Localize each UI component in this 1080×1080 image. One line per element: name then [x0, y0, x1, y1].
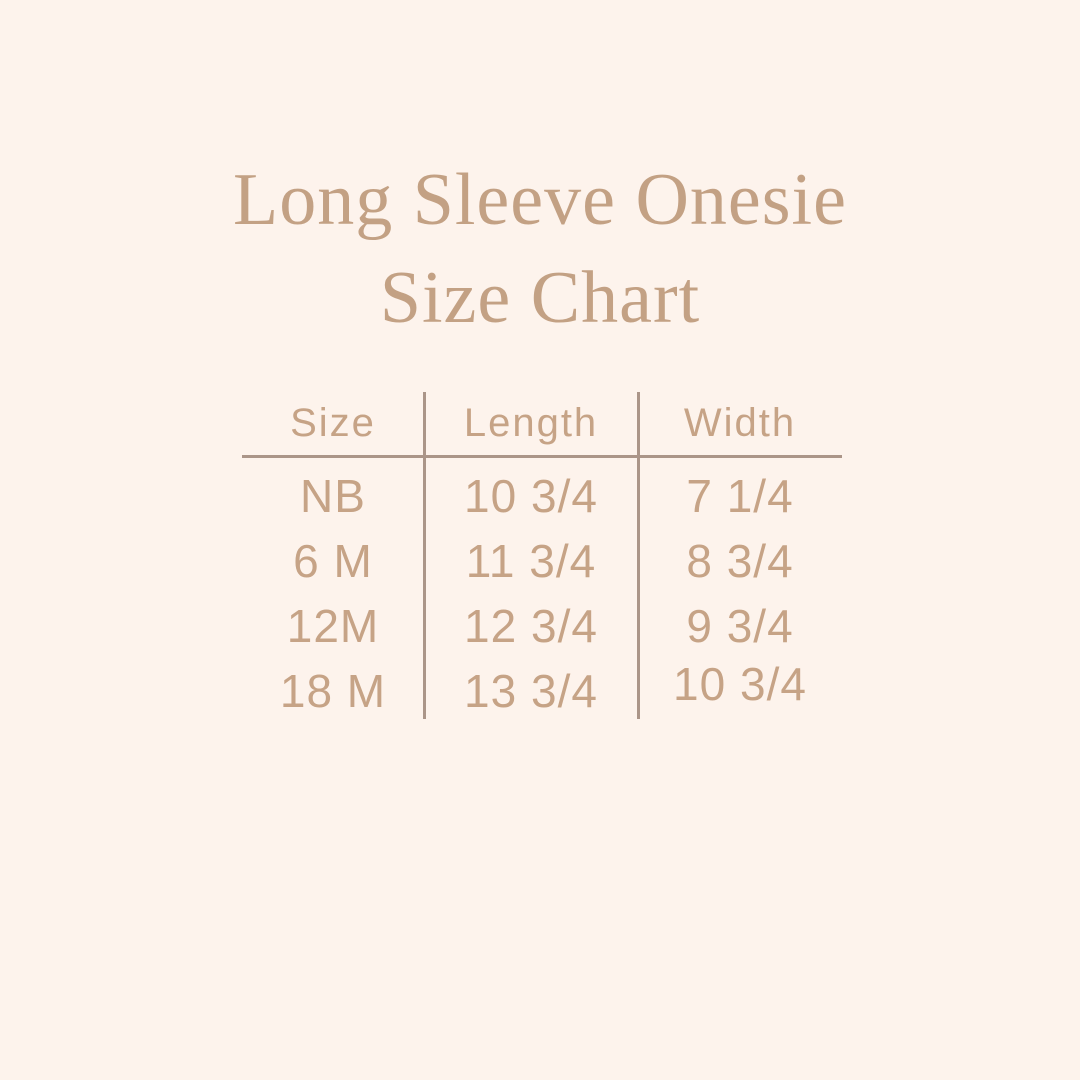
table-row: 6 M 11 3/4 8 3/4 — [242, 528, 842, 593]
column-header-size: Size — [290, 401, 376, 445]
table-row: 18 M 13 3/4 10 3/4 — [242, 658, 842, 723]
page-title: Long Sleeve Onesie Size Chart — [0, 152, 1080, 347]
width-cell: 7 1/4 — [686, 469, 794, 522]
header-divider-line — [242, 455, 842, 458]
width-cell: 9 3/4 — [686, 599, 794, 652]
width-cell: 10 3/4 — [673, 657, 807, 710]
width-cell: 8 3/4 — [686, 534, 794, 587]
length-cell: 13 3/4 — [464, 664, 598, 717]
length-cell: 10 3/4 — [464, 469, 598, 522]
page-title-line1: Long Sleeve Onesie — [233, 159, 847, 241]
size-cell: 6 M — [293, 534, 373, 587]
table-row: NB 10 3/4 7 1/4 — [242, 463, 842, 528]
size-cell: NB — [300, 469, 366, 522]
size-cell: 12M — [286, 599, 380, 652]
column-divider-line-2 — [637, 392, 640, 719]
column-divider-line-1 — [423, 392, 426, 719]
length-cell: 12 3/4 — [464, 599, 598, 652]
column-header-width: Width — [683, 401, 797, 445]
table-body: NB 10 3/4 7 1/4 6 M 11 3/4 8 3/4 12M 12 … — [242, 455, 842, 723]
table-row: 12M 12 3/4 9 3/4 — [242, 593, 842, 658]
table-header-row: Size Length Width — [242, 392, 842, 455]
page-title-line2: Size Chart — [379, 256, 701, 339]
size-table: Size Length Width NB 10 3/4 7 1/4 6 M 11… — [242, 392, 842, 719]
size-cell: 18 M — [279, 664, 387, 717]
length-cell: 11 3/4 — [465, 534, 597, 587]
column-header-length: Length — [463, 401, 599, 445]
